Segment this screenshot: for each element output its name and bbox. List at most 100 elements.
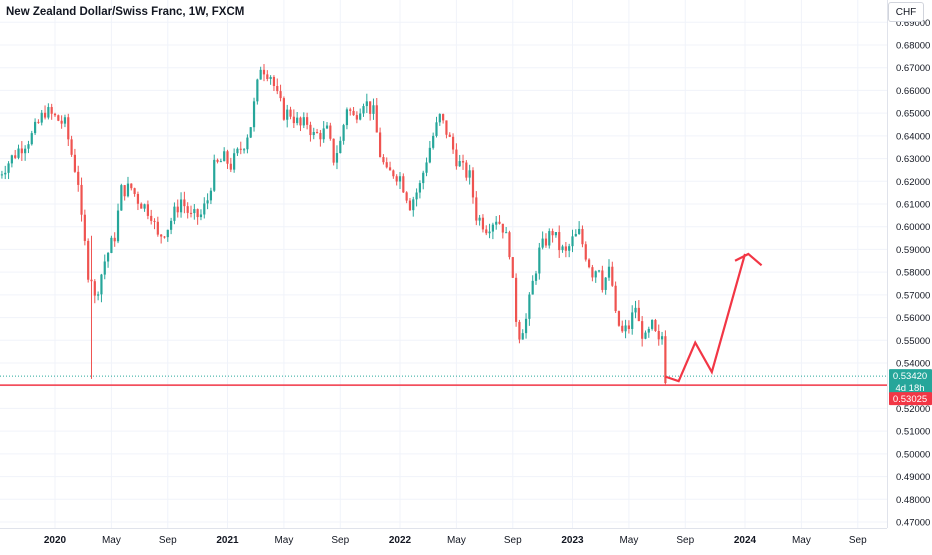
x-tick-label: Sep [504, 535, 522, 546]
candle-body [428, 147, 431, 163]
candle-body [445, 120, 448, 135]
x-tick-label: 2022 [389, 535, 412, 546]
projection-path[interactable] [665, 253, 747, 383]
candle-body [352, 110, 355, 116]
y-tick-label: 0.69000 [896, 18, 930, 29]
candle-body [491, 224, 494, 232]
candle-body [57, 115, 60, 121]
candle-body [534, 273, 538, 281]
candle-body [375, 105, 378, 133]
candle-body [392, 170, 395, 177]
candle-body [554, 232, 558, 236]
candle-body [478, 217, 481, 221]
candle-body [216, 159, 219, 162]
candle-body [60, 120, 63, 124]
y-tick-label: 0.65000 [896, 109, 930, 120]
candle-body [485, 229, 488, 234]
candle-body [637, 307, 640, 322]
candle-body [306, 117, 309, 125]
candle-body [365, 101, 368, 107]
candle-body [531, 280, 534, 295]
candle-body [229, 163, 232, 170]
candle-body [209, 190, 213, 201]
candle-body [385, 162, 388, 168]
candle-body [136, 193, 140, 204]
candle-body [508, 232, 511, 258]
candle-body [339, 140, 342, 154]
candle-body [63, 117, 67, 124]
x-tick-label: May [274, 535, 293, 546]
candle-body [256, 79, 259, 102]
candle-body [465, 162, 468, 178]
y-tick-label: 0.60000 [896, 222, 930, 233]
candle-body [110, 237, 113, 253]
candle-body [422, 172, 425, 184]
candle-body [93, 281, 96, 296]
symbol-title: New Zealand Dollar/Swiss Franc, 1W, FXCM [6, 6, 245, 18]
candle-body [408, 200, 412, 211]
candle-body [435, 122, 438, 136]
candle-body [0, 174, 4, 176]
candle-body [644, 332, 647, 339]
y-tick-label: 0.52000 [896, 404, 930, 415]
x-tick-label: Sep [331, 535, 349, 546]
x-tick-label: May [102, 535, 121, 546]
candle-body [7, 163, 10, 173]
candle-body [442, 114, 445, 121]
candle-body [624, 325, 627, 332]
candle-body [246, 137, 249, 150]
candle-body [252, 101, 256, 128]
candle-body [292, 116, 295, 124]
candle-body [654, 319, 657, 331]
candle-body [50, 107, 53, 114]
candle-body [133, 188, 136, 194]
y-tick-label: 0.59000 [896, 245, 930, 256]
candle-body [322, 128, 325, 140]
candle-body [239, 148, 242, 150]
y-tick-label: 0.67000 [896, 63, 930, 74]
y-tick-label: 0.55000 [896, 336, 930, 347]
candle-body [153, 220, 156, 222]
candle-body [150, 215, 153, 221]
candle-body [37, 121, 40, 123]
x-tick-label: 2020 [44, 535, 67, 546]
candle-body [455, 149, 458, 167]
candle-body [571, 236, 574, 247]
currency-button[interactable]: CHF [888, 2, 924, 22]
candle-body [196, 209, 199, 218]
candle-body [518, 321, 521, 340]
candle-body [97, 294, 100, 296]
candle-body [641, 321, 644, 339]
candle-body [259, 69, 262, 80]
candle-body [415, 192, 418, 200]
candle-body [183, 199, 186, 207]
candle-body [163, 236, 166, 238]
y-tick-label: 0.66000 [896, 86, 930, 97]
y-tick-label: 0.58000 [896, 268, 930, 279]
candle-body [607, 266, 611, 278]
candle-body [627, 325, 630, 329]
candle-body [468, 170, 471, 178]
candle-body [561, 246, 564, 251]
candle-body [146, 204, 149, 216]
candle-body [73, 154, 77, 172]
candle-body [329, 125, 332, 139]
candle-body [438, 114, 441, 123]
candle-body [143, 204, 146, 209]
candle-body [123, 185, 126, 197]
candle-body [601, 270, 604, 290]
y-tick-label: 0.48000 [896, 495, 930, 506]
y-tick-label: 0.63000 [896, 154, 930, 165]
candle-body [511, 257, 514, 278]
candle-body [170, 220, 173, 230]
candle-body [664, 336, 667, 384]
candle-body [541, 238, 544, 248]
x-tick-label: Sep [676, 535, 694, 546]
y-tick-label: 0.54000 [896, 358, 930, 369]
candle-body [461, 161, 465, 163]
candle-body [378, 132, 382, 158]
x-tick-label: May [619, 535, 638, 546]
candle-body [103, 261, 106, 275]
